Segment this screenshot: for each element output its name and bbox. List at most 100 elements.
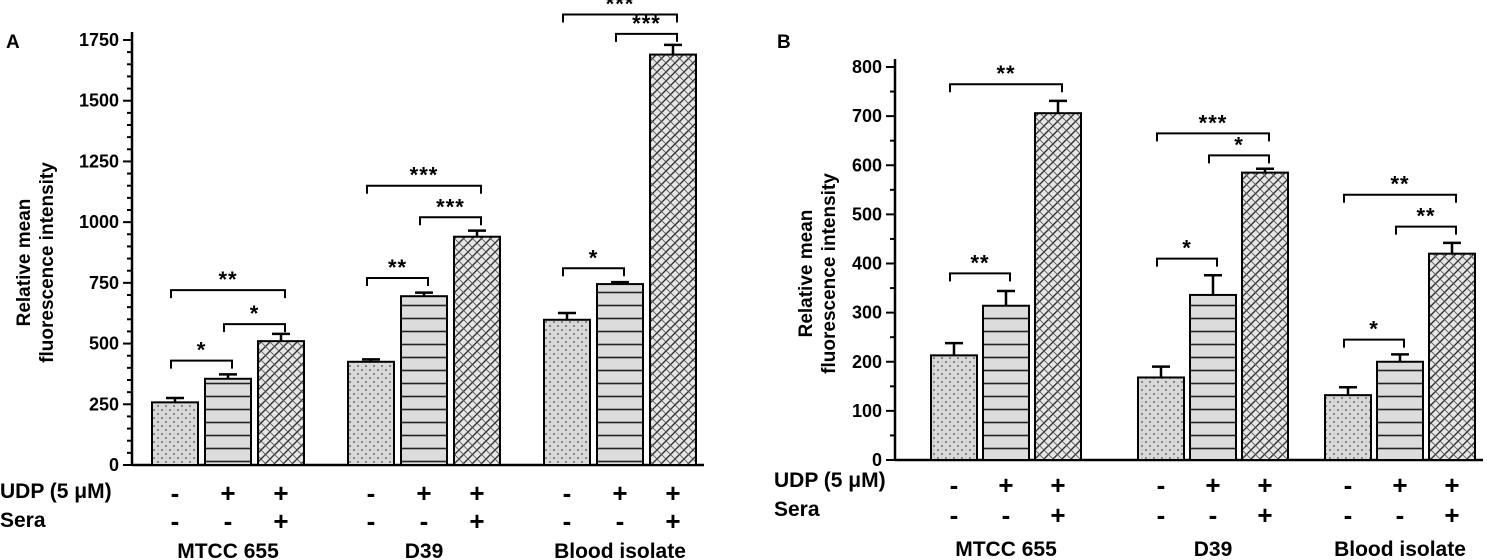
condition-sign: - (171, 506, 180, 536)
bar-d39-cross (1241, 171, 1289, 461)
bar-d39-dots (347, 360, 395, 466)
bar-blood-isolate-hlines (596, 283, 644, 467)
significance-bracket (562, 13, 678, 23)
significance-label: *** (410, 163, 439, 188)
error-bar (611, 280, 629, 285)
bar-blood-isolate-cross (649, 53, 697, 466)
significance-bracket (366, 277, 429, 286)
condition-sign: - (563, 506, 572, 536)
condition-sign: + (998, 470, 1013, 500)
bar-mtcc-655-cross (257, 340, 305, 466)
panel-a-chart: A Relative mean fluorescence intensity 0 250… (0, 0, 704, 560)
error-bar (997, 289, 1015, 306)
y-tick-label: 250 (89, 394, 119, 414)
condition-sign: + (1257, 500, 1272, 530)
error-bar (166, 396, 184, 403)
condition-sign: + (612, 478, 627, 508)
condition-sign: + (1444, 500, 1459, 530)
condition-sign: + (1050, 500, 1065, 530)
significance-bracket (1156, 257, 1218, 267)
significance-label: ** (218, 267, 237, 292)
bar-blood-isolate-cross (1428, 252, 1476, 461)
bar-d39-hlines (1189, 293, 1237, 461)
bar-blood-isolate-dots (543, 318, 591, 466)
condition-sign: - (563, 478, 572, 508)
condition-sign: - (367, 478, 376, 508)
bar-blood-isolate-hlines (1376, 360, 1424, 461)
condition-sign: - (950, 470, 959, 500)
condition-sign: - (950, 500, 959, 530)
y-tick-label: 1250 (79, 151, 119, 171)
condition-sign: - (367, 506, 376, 536)
error-bar (1049, 99, 1067, 114)
significance-label: *** (632, 11, 661, 36)
y-tick-label: 750 (89, 273, 119, 293)
significance-label: * (250, 301, 260, 326)
condition-label: Sera (0, 509, 46, 532)
y-tick-label: 500 (89, 334, 119, 354)
condition-sign: - (1396, 500, 1405, 530)
condition-sign: + (1392, 470, 1407, 500)
y-tick-label: 100 (852, 401, 882, 421)
condition-sign: + (416, 478, 431, 508)
error-bar (362, 358, 380, 362)
error-bar (945, 341, 963, 356)
condition-sign: + (220, 478, 235, 508)
significance-bracket (1343, 193, 1457, 203)
error-bar (219, 373, 237, 379)
significance-label: * (589, 245, 599, 270)
error-bar (664, 43, 682, 55)
y-tick-label: 400 (852, 254, 882, 274)
condition-sign: + (273, 506, 288, 536)
panel-b-chart: B Relative mean fluorescence intensity 0 100… (774, 32, 1483, 560)
significance-bracket (419, 216, 482, 226)
error-bar (468, 229, 486, 237)
bar-d39-dots (1137, 376, 1185, 461)
bar-mtcc-655-dots (930, 354, 978, 461)
y-axis-label: Relative mean (796, 210, 817, 338)
condition-sign: - (1157, 500, 1166, 530)
error-bar (1204, 274, 1222, 295)
bar-mtcc-655-hlines (204, 377, 252, 466)
error-bar (1256, 167, 1274, 173)
error-bar (415, 291, 433, 297)
condition-sign: - (1344, 500, 1353, 530)
group-label: D39 (1194, 538, 1233, 560)
condition-sign: + (1205, 470, 1220, 500)
significance-bracket (1395, 225, 1457, 235)
condition-sign: - (1209, 500, 1218, 530)
error-bar (1391, 353, 1409, 362)
y-tick-label: 200 (852, 352, 882, 372)
significance-label: ** (970, 250, 989, 275)
error-bar (1152, 365, 1170, 378)
condition-sign: + (469, 478, 484, 508)
significance-label: ** (388, 255, 407, 280)
significance-bracket (1156, 132, 1270, 142)
condition-sign: - (1002, 500, 1011, 530)
condition-label: UDP (5 μM) (774, 469, 886, 492)
significance-bracket (949, 83, 1063, 93)
bar-d39-hlines (400, 295, 448, 467)
significance-label: ** (1416, 204, 1435, 229)
y-tick-label: 500 (852, 204, 882, 224)
group-label: Blood isolate (554, 540, 686, 560)
bar-mtcc-655-hlines (982, 304, 1030, 461)
y-tick-label: 300 (852, 303, 882, 323)
y-tick-label: 600 (852, 155, 882, 175)
significance-label: ** (996, 61, 1015, 86)
y-tick-label: 800 (852, 57, 882, 77)
condition-sign: + (1257, 470, 1272, 500)
bar-blood-isolate-dots (1324, 394, 1372, 461)
y-tick-label: 0 (872, 450, 882, 470)
bar-mtcc-655-cross (1034, 112, 1082, 462)
y-tick-label: 700 (852, 106, 882, 126)
significance-bracket (562, 267, 625, 277)
significance-bracket (170, 289, 286, 299)
error-bar (1443, 241, 1461, 254)
significance-label: * (1234, 132, 1244, 157)
y-axis-label: fluorescence intensity (37, 162, 58, 363)
condition-sign: + (665, 506, 680, 536)
error-bar (1339, 386, 1357, 396)
group-label: D39 (405, 540, 444, 560)
